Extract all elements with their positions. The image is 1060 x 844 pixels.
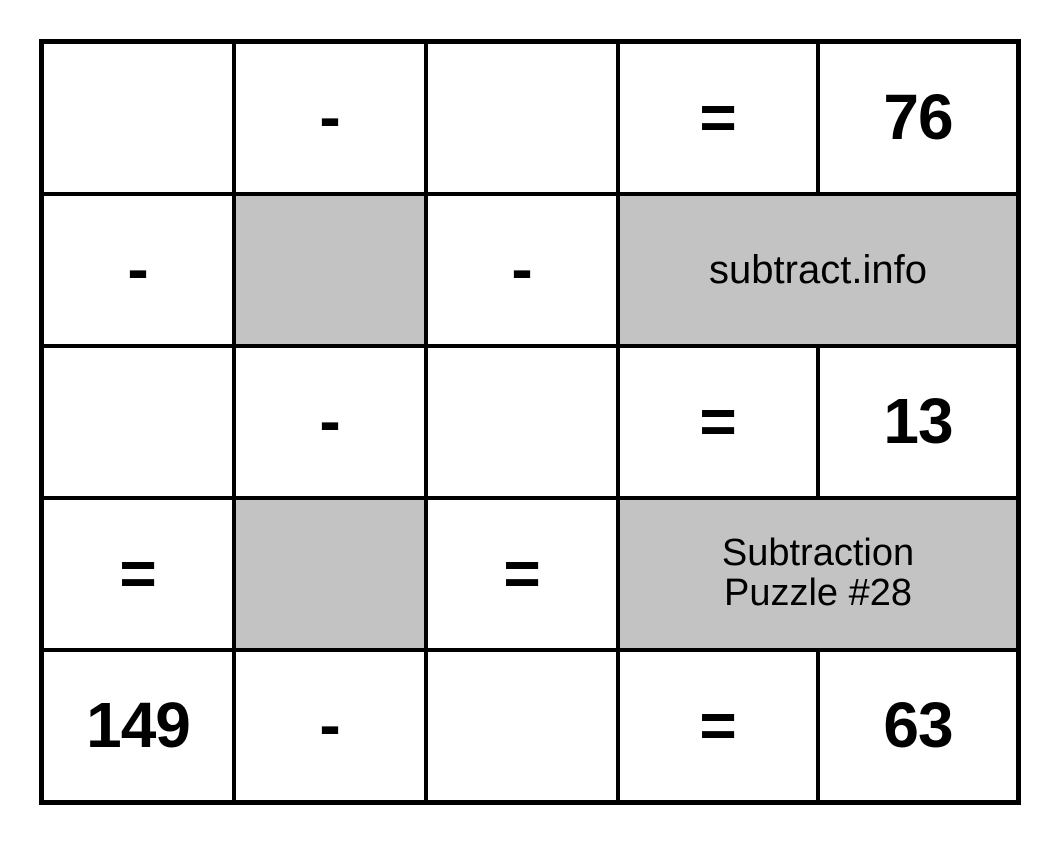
cell-value: 63 <box>883 692 952 759</box>
grid-row: - = 13 <box>42 346 1018 498</box>
operator-cell: - <box>234 650 426 802</box>
operator-cell: = <box>42 498 234 650</box>
equals-sign: = <box>699 388 736 455</box>
operator-cell: = <box>426 498 618 650</box>
blank-cell[interactable] <box>426 42 618 194</box>
result-cell: 76 <box>818 42 1018 194</box>
blank-cell[interactable] <box>426 346 618 498</box>
shaded-cell <box>234 498 426 650</box>
blank-cell[interactable] <box>426 650 618 802</box>
operator-cell: = <box>618 650 818 802</box>
grid-row: - = 76 <box>42 42 1018 194</box>
minus-sign: - <box>511 236 532 303</box>
equals-sign: = <box>119 540 156 607</box>
operator-cell: - <box>234 42 426 194</box>
operator-cell: - <box>234 346 426 498</box>
result-cell: 63 <box>818 650 1018 802</box>
operator-cell: = <box>618 42 818 194</box>
puzzle-title-cell: Subtraction Puzzle #28 <box>618 498 1018 650</box>
blank-cell[interactable] <box>42 346 234 498</box>
blank-cell[interactable] <box>42 42 234 194</box>
site-label: subtract.info <box>709 249 927 291</box>
result-cell: 13 <box>818 346 1018 498</box>
info-cell: subtract.info <box>618 194 1018 346</box>
puzzle-grid: - = 76 - - subtract.info - = 13 = = Subt… <box>39 39 1021 805</box>
minus-sign: - <box>319 388 340 455</box>
minus-sign: - <box>127 236 148 303</box>
cell-value: 13 <box>883 388 952 455</box>
puzzle-title: Subtraction Puzzle #28 <box>722 534 914 614</box>
given-cell: 149 <box>42 650 234 802</box>
cell-value: 76 <box>883 84 952 151</box>
cell-value: 149 <box>86 692 190 759</box>
puzzle-wrap: - = 76 - - subtract.info - = 13 = = Subt… <box>0 0 1060 844</box>
equals-sign: = <box>503 540 540 607</box>
equals-sign: = <box>699 692 736 759</box>
shaded-cell <box>234 194 426 346</box>
equals-sign: = <box>699 84 736 151</box>
minus-sign: - <box>319 84 340 151</box>
minus-sign: - <box>319 692 340 759</box>
grid-row: = = Subtraction Puzzle #28 <box>42 498 1018 650</box>
operator-cell: - <box>426 194 618 346</box>
operator-cell: - <box>42 194 234 346</box>
operator-cell: = <box>618 346 818 498</box>
grid-row: - - subtract.info <box>42 194 1018 346</box>
grid-row: 149 - = 63 <box>42 650 1018 802</box>
